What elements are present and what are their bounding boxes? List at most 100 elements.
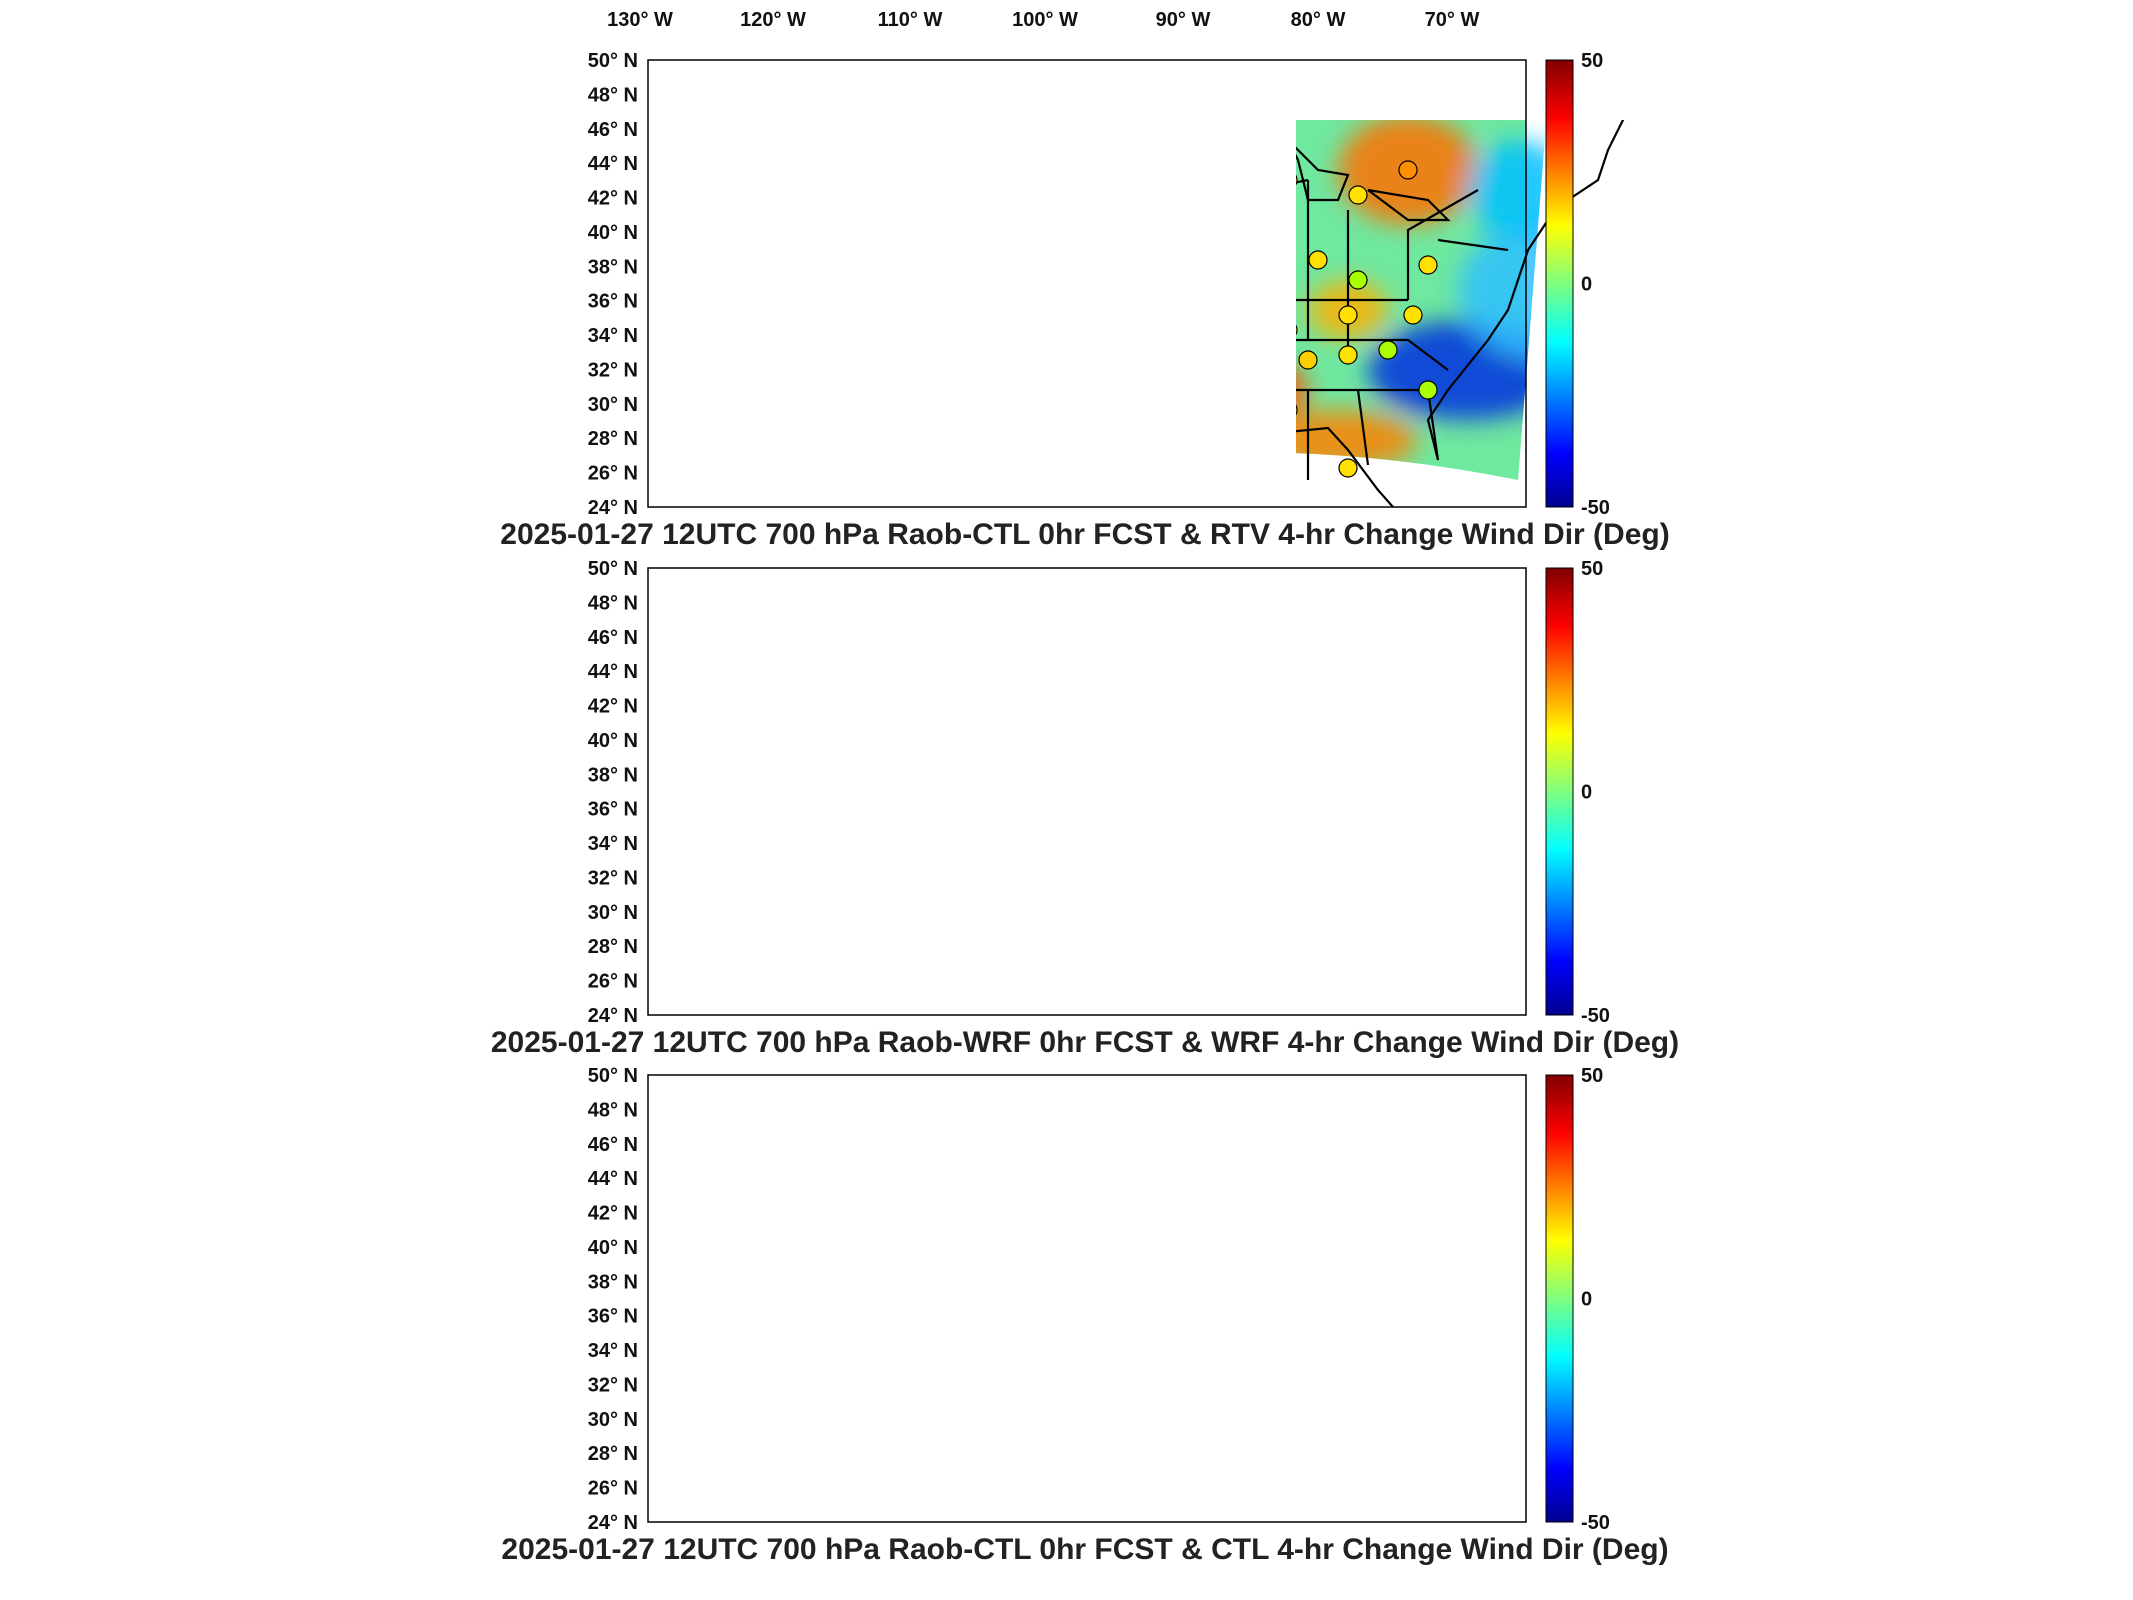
lat-tick-label: 28° N: [588, 936, 638, 958]
lon-tick-label: 130° W: [607, 9, 673, 31]
raob-station-marker: [1079, 1311, 1097, 1329]
raob-station-marker: [1349, 779, 1367, 797]
raob-station-marker: [1403, 305, 1423, 325]
colorbar-min-label: -50: [1581, 497, 1610, 519]
raob-station-marker: [1229, 156, 1247, 174]
lat-tick-label: 30° N: [588, 1409, 638, 1431]
lat-tick-label: 40° N: [588, 1237, 638, 1259]
colorbar-scale: [1545, 567, 1574, 1016]
raob-station-marker: [1079, 804, 1097, 822]
lat-tick-label: 46° N: [588, 1134, 638, 1156]
raob-station-marker: [1404, 1321, 1422, 1339]
raob-station-marker: [1419, 764, 1437, 782]
lat-tick-label: 32° N: [588, 1374, 638, 1396]
raob-station-marker: [1279, 1336, 1297, 1354]
raob-station-marker: [1254, 151, 1272, 169]
raob-station-marker: [1418, 380, 1438, 400]
raob-station-marker: [929, 1331, 947, 1349]
raob-stations: [901, 96, 1438, 478]
raob-station-marker: [1279, 829, 1297, 847]
lat-tick-label: 28° N: [588, 1443, 638, 1465]
raob-station-marker: [1348, 185, 1368, 205]
panel-title: 2025-01-27 12UTC 700 hPa Raob-CTL 0hr FC…: [500, 518, 1669, 551]
lat-tick-label: 34° N: [588, 833, 638, 855]
lat-tick-label: 44° N: [588, 661, 638, 683]
lat-tick-label: 24° N: [588, 497, 638, 519]
raob-station-marker: [964, 1083, 982, 1101]
raob-station-marker: [1219, 744, 1237, 762]
raob-station-marker: [1254, 659, 1272, 677]
lat-tick-label: 50° N: [588, 558, 638, 580]
raob-station-marker: [1079, 1136, 1097, 1154]
latitude-axis: 50° N 48° N 46° N 44° N 42° N 40° N 38° N 36° N…: [588, 50, 638, 519]
lat-tick-label: 30° N: [588, 902, 638, 924]
raob-station-marker: [1219, 1331, 1237, 1349]
raob-station-marker: [1139, 146, 1157, 164]
lat-tick-label: 28° N: [588, 428, 638, 450]
raob-station-marker: [929, 749, 947, 767]
raob-station-marker: [1084, 1336, 1102, 1354]
raob-station-marker: [1084, 361, 1102, 379]
lat-tick-label: 26° N: [588, 463, 638, 485]
lat-tick-label: 46° N: [588, 627, 638, 649]
raob-station-marker: [1154, 569, 1172, 587]
lat-tick-label: 36° N: [588, 1306, 638, 1328]
colorbar-mid-label: 0: [1581, 274, 1592, 296]
raob-station-marker: [1174, 854, 1192, 872]
raob-station-marker: [1139, 654, 1157, 672]
lat-tick-label: 34° N: [588, 1340, 638, 1362]
colorbar-mid-label: 0: [1581, 1289, 1592, 1311]
raob-station-marker: [1259, 859, 1277, 877]
colorbar-max-label: 50: [1581, 1065, 1603, 1087]
raob-station-marker: [936, 889, 954, 907]
raob-station-marker: [1094, 226, 1112, 244]
raob-stations: [897, 1076, 1437, 1492]
map-panel: 50° N 48° N 46° N 44° N 42° N 40° N 38° N 36° N…: [491, 558, 1688, 1059]
raob-station-marker: [1179, 1221, 1197, 1239]
raob-station-marker: [901, 674, 919, 692]
raob-station-marker: [1296, 404, 1298, 416]
raob-station-marker: [989, 356, 1007, 374]
raob-station-marker: [1034, 96, 1052, 114]
raob-station-marker: [1378, 340, 1398, 360]
raob-station-marker: [1179, 206, 1197, 224]
lat-tick-label: 24° N: [588, 1512, 638, 1534]
raob-station-marker: [1379, 1356, 1397, 1374]
raob-station-marker: [1144, 809, 1162, 827]
panel-title: 2025-01-27 12UTC 700 hPa Raob-CTL 0hr FC…: [501, 1533, 1668, 1566]
raob-station-marker: [1379, 849, 1397, 867]
raob-station-marker: [1419, 1396, 1437, 1414]
raob-station-marker: [1299, 1366, 1317, 1384]
raob-station-marker: [929, 316, 947, 334]
lat-tick-label: 38° N: [588, 1271, 638, 1293]
raob-station-marker: [1199, 1306, 1217, 1324]
longitude-axis: 130° W 120° W 110° W 100° W 90° W 80° W 70° W: [607, 9, 1479, 31]
raob-station-marker: [1339, 1321, 1357, 1339]
lon-tick-label: 70° W: [1425, 9, 1480, 31]
raob-station-marker: [1039, 191, 1057, 209]
raob-station-marker: [1259, 1366, 1277, 1384]
raob-station-marker: [1339, 854, 1357, 872]
raob-station-marker: [1006, 149, 1024, 167]
raob-station-marker: [901, 166, 919, 184]
raob-station-marker: [1179, 714, 1197, 732]
lat-tick-label: 40° N: [588, 222, 638, 244]
lat-tick-label: 34° N: [588, 325, 638, 347]
lat-tick-label: 42° N: [588, 1203, 638, 1225]
lat-tick-label: 42° N: [588, 696, 638, 718]
lat-tick-label: 32° N: [588, 867, 638, 889]
raob-station-marker: [929, 824, 947, 842]
raob-station-marker: [1199, 291, 1217, 309]
lat-tick-label: 50° N: [588, 50, 638, 72]
raob-station-marker: [1084, 829, 1102, 847]
raob-station-marker: [1309, 1266, 1327, 1284]
map-frame: [647, 567, 1527, 1016]
raob-station-marker: [1169, 1438, 1187, 1456]
raob-station-marker: [1419, 889, 1437, 907]
raob-station-marker: [1139, 1161, 1157, 1179]
raob-station-marker: [1279, 909, 1297, 927]
raob-station-marker: [1296, 174, 1298, 186]
state-boundaries: [693, 568, 1688, 1015]
raob-station-marker: [1094, 1241, 1112, 1259]
